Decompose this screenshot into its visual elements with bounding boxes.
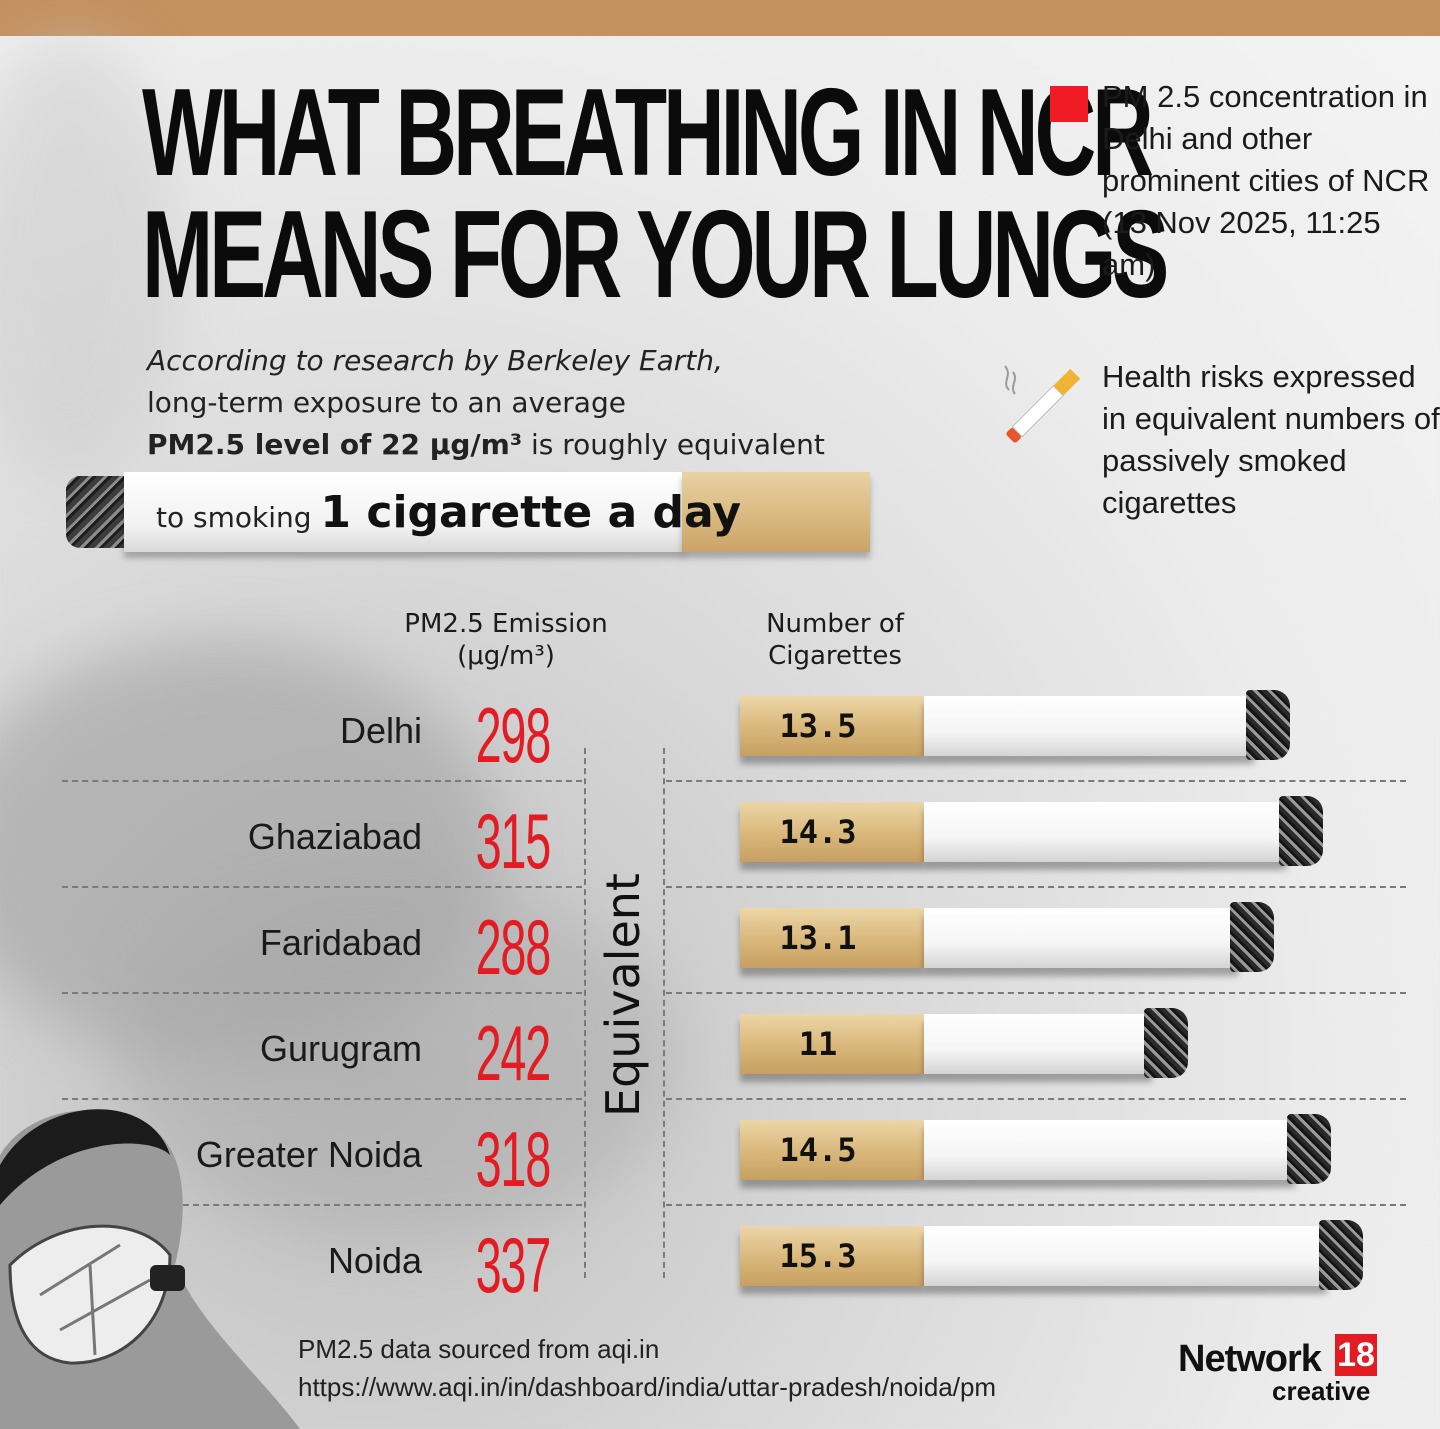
cigarette-paper (924, 1120, 1295, 1180)
intro-line-3: PM2.5 level of 22 μg/m³ is roughly equiv… (147, 424, 825, 466)
row-divider (62, 1204, 582, 1206)
network18-logo: Network 18 creative (1178, 1332, 1388, 1412)
data-source: PM2.5 data sourced from aqi.in https://w… (298, 1330, 996, 1406)
equivalent-label: Equivalent (593, 860, 653, 1130)
cigarette-ash (1144, 1008, 1189, 1078)
cigarette-bar: 14.3 (740, 796, 1323, 866)
cigarette-bar: 13.5 (740, 690, 1291, 760)
title-line-1: WHAT BREATHING IN NCR (142, 64, 1154, 202)
cigarette-emphasis: 1 cigarette a day (320, 487, 741, 538)
cigarette-bar: 15.3 (740, 1220, 1364, 1290)
cigarette-bar: 11 (740, 1008, 1189, 1078)
cigarette-count-label: 11 (798, 1025, 838, 1063)
cigarette-paper (924, 1226, 1328, 1286)
cigarette-paper (924, 802, 1287, 862)
top-color-band (0, 0, 1440, 36)
cigarette-filter (740, 1014, 924, 1074)
cig-header-line-1: Number of (766, 609, 904, 639)
city-label: Delhi (339, 710, 422, 751)
intro-line-3-rest: is roughly equivalent (522, 428, 825, 461)
column-separator-right (663, 748, 665, 1278)
city-label: Gurugram (259, 1028, 422, 1069)
pm-value: 242 (475, 1009, 552, 1097)
cigarette-banner-text: to smoking 1 cigarette a day (156, 478, 741, 548)
intro-line-1: According to research by Berkeley Earth, (147, 344, 723, 377)
row-divider (666, 886, 1406, 888)
cigarette-filter (740, 802, 924, 862)
cig-header-line-2: Cigarettes (768, 641, 902, 671)
row-divider (62, 992, 582, 994)
cigarette-ash (1229, 902, 1274, 972)
city-label: Ghaziabad (247, 816, 422, 857)
source-text: PM2.5 data sourced from aqi.in (298, 1334, 660, 1364)
row-divider (666, 780, 1406, 782)
cigarette-bar: 13.1 (740, 902, 1274, 972)
column-separator-left (584, 748, 586, 1278)
row-divider (666, 992, 1406, 994)
cigarette-count-label: 13.1 (779, 919, 857, 957)
cigarette-ash (66, 476, 128, 548)
cigarette-ash (1278, 796, 1323, 866)
cigarette-count-label: 13.5 (779, 707, 857, 745)
brand-sub: creative (1272, 1376, 1371, 1406)
brand-number: 18 (1335, 1334, 1377, 1376)
pm-legend-swatch (1050, 86, 1088, 122)
cigarette-ash (1319, 1220, 1364, 1290)
pm-value: 337 (475, 1221, 552, 1309)
row-divider (62, 780, 582, 782)
cigarette-count-label: 14.5 (779, 1131, 857, 1169)
intro-line-2: long-term exposure to an average (147, 386, 626, 419)
cigarette-bar: 14.5 (740, 1114, 1331, 1184)
pm-column-header: PM2.5 Emission (μg/m³) (388, 608, 624, 672)
cigarette-filter (740, 696, 924, 756)
source-url[interactable]: https://www.aqi.in/in/dashboard/india/ut… (298, 1372, 997, 1402)
city-label: Greater Noida (195, 1134, 422, 1175)
cigarettes-column-header: Number of Cigarettes (740, 608, 930, 672)
cigarette-ash (1286, 1114, 1331, 1184)
cigarette-count-label: 15.3 (779, 1237, 857, 1275)
smoke-cloud (120, 880, 680, 1240)
cigarette-prefix: to smoking (156, 501, 321, 534)
pm-header-line-1: PM2.5 Emission (404, 609, 608, 639)
masked-person-illustration (0, 1109, 300, 1429)
cigarette-filter (740, 1120, 924, 1180)
cig-legend-text: Health risks expressed in equivalent num… (1102, 359, 1440, 520)
pm-legend-text: PM 2.5 concentration in Delhi and other … (1102, 79, 1430, 282)
smoke-cloud (0, 640, 500, 1060)
cigarette-filter (682, 472, 870, 552)
cigarette-paper (924, 908, 1238, 968)
cigarette-paper (124, 472, 684, 552)
intro-cigarette-banner: to smoking 1 cigarette a day (66, 472, 870, 552)
cigarette-paper (924, 1014, 1153, 1074)
pm-value: 318 (475, 1115, 552, 1203)
page-title: WHAT BREATHING IN NCR MEANS FOR YOUR LUN… (142, 64, 1169, 324)
smoke-wisp (0, 40, 180, 480)
cigarette-filter (740, 908, 924, 968)
row-divider (62, 886, 582, 888)
pm-value: 298 (475, 691, 552, 779)
city-label: Faridabad (259, 922, 422, 963)
cigarette-icon (1004, 365, 1081, 443)
row-divider (666, 1098, 1406, 1100)
cigarette-ash (1246, 690, 1291, 760)
cigarette-count-label: 14.3 (779, 813, 857, 851)
cigarette-filter (740, 1226, 924, 1286)
pm-value: 315 (475, 797, 552, 885)
row-divider (62, 1098, 582, 1100)
title-line-2: MEANS FOR YOUR LUNGS (142, 186, 1169, 324)
cigarette-paper (924, 696, 1255, 756)
brand-name: Network (1178, 1338, 1322, 1380)
intro-bold: PM2.5 level of 22 μg/m³ (147, 428, 523, 461)
equivalent-text: Equivalent (596, 873, 650, 1117)
row-divider (666, 1204, 1406, 1206)
city-label: Noida (327, 1240, 422, 1281)
pm-value: 288 (475, 903, 552, 991)
pm-header-line-2: (μg/m³) (457, 641, 555, 671)
intro-text: According to research by Berkeley Earth,… (147, 340, 825, 466)
